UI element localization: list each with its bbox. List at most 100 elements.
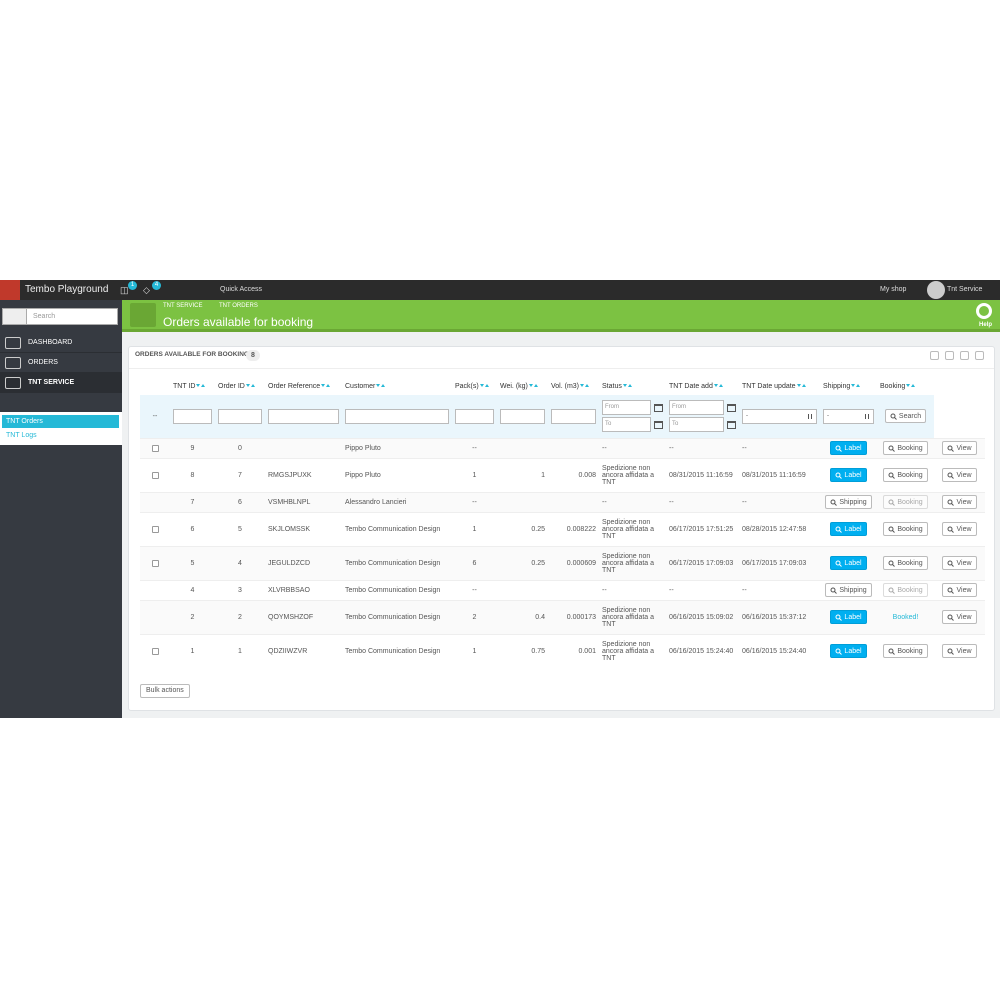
calendar-icon[interactable]	[727, 403, 736, 412]
date-input[interactable]: From	[602, 400, 651, 416]
sort-desc[interactable]	[376, 384, 381, 388]
sort-desc[interactable]	[713, 384, 718, 388]
row-checkbox[interactable]	[151, 559, 159, 567]
column-header[interactable]: TNT Date add	[666, 377, 739, 395]
filter-input[interactable]	[500, 408, 545, 424]
sort-asc[interactable]	[585, 384, 590, 388]
view-button[interactable]: View	[942, 556, 977, 570]
column-header[interactable]: Customer	[342, 377, 452, 395]
bulk-actions[interactable]: Bulk actions	[140, 684, 190, 698]
search-button[interactable]: Search	[884, 409, 927, 424]
column-header[interactable]: Wei. (kg)	[497, 377, 548, 395]
filter-input[interactable]	[551, 408, 596, 424]
row-checkbox[interactable]	[151, 525, 159, 533]
sort-desc[interactable]	[528, 384, 533, 388]
user-menu[interactable]: Tnt Service	[947, 286, 983, 293]
date-filter[interactable]: To	[669, 417, 736, 433]
view-button[interactable]: View	[942, 583, 977, 597]
sort-asc[interactable]	[381, 384, 386, 388]
shipping-button[interactable]: Label	[830, 468, 867, 482]
sidebar-search[interactable]: Search	[2, 308, 118, 325]
sort-asc[interactable]	[326, 384, 331, 388]
sort-asc[interactable]	[533, 384, 538, 388]
shipping-button[interactable]: Label	[830, 644, 867, 659]
filter-select[interactable]: -	[742, 408, 817, 424]
shop-name[interactable]: Tembo Playground	[25, 284, 109, 295]
sort-desc[interactable]	[580, 384, 585, 388]
sort-desc[interactable]	[479, 384, 484, 388]
date-filter[interactable]: From	[669, 400, 736, 416]
sort-desc[interactable]	[851, 384, 856, 388]
tool[interactable]	[945, 351, 954, 360]
quick-access[interactable]: Quick Access	[220, 286, 263, 293]
shipping-button[interactable]: Shipping	[825, 495, 872, 509]
sort-asc[interactable]	[484, 384, 489, 388]
sort-desc[interactable]	[622, 384, 627, 388]
column-header[interactable]: Order Reference	[265, 377, 342, 395]
calendar-icon[interactable]	[727, 420, 736, 429]
sort-asc[interactable]	[718, 384, 723, 388]
filter-select[interactable]: -	[823, 408, 874, 424]
shipping-button[interactable]: Label	[830, 441, 867, 455]
sort-asc[interactable]	[856, 384, 861, 388]
column-header[interactable]: TNT ID	[170, 377, 215, 395]
search-type[interactable]	[3, 309, 27, 324]
sort-asc[interactable]	[627, 384, 632, 388]
sort-asc[interactable]	[201, 384, 206, 388]
booking-button[interactable]: Booking	[883, 441, 928, 455]
view-button[interactable]: View	[942, 522, 977, 536]
filter-input[interactable]	[218, 408, 262, 424]
filter-input[interactable]	[455, 408, 494, 424]
row-checkbox[interactable]	[151, 444, 159, 452]
column-header[interactable]: Shipping	[820, 377, 877, 395]
column-header[interactable]: Vol. (m3)	[548, 377, 599, 395]
filter-input[interactable]	[173, 408, 212, 424]
tool[interactable]	[975, 351, 984, 360]
date-input[interactable]: To	[602, 417, 651, 433]
view-button[interactable]: View	[942, 468, 977, 482]
sort-desc[interactable]	[796, 384, 801, 388]
view-button[interactable]: View	[942, 495, 977, 509]
shipping-button[interactable]: Label	[830, 610, 867, 624]
menu-item[interactable]: TNT SERVICE	[0, 373, 122, 393]
help-label[interactable]: Help	[978, 322, 992, 328]
breadcrumb[interactable]: TNT ORDERS	[219, 303, 258, 309]
sort-asc[interactable]	[250, 384, 255, 388]
row-checkbox[interactable]	[151, 471, 159, 479]
date-input[interactable]: To	[669, 417, 724, 433]
date-input[interactable]: From	[669, 400, 724, 416]
submenu-item[interactable]: TNT Orders	[2, 415, 119, 428]
booking-button[interactable]: Booking	[883, 522, 928, 536]
sort-desc[interactable]	[245, 384, 250, 388]
view-button[interactable]: View	[942, 441, 977, 455]
booking-button[interactable]: Booking	[883, 468, 928, 482]
column-header[interactable]: Status	[599, 377, 666, 395]
sort-desc[interactable]	[906, 384, 911, 388]
shipping-button[interactable]: Label	[830, 556, 867, 570]
help-icon[interactable]	[976, 303, 992, 319]
sort-asc[interactable]	[801, 384, 806, 388]
booking-button[interactable]: Booking	[883, 556, 928, 570]
menu-item[interactable]: DASHBOARD	[0, 333, 122, 353]
column-header[interactable]: Pack(s)	[452, 377, 497, 395]
shipping-button[interactable]: Shipping	[825, 583, 872, 597]
breadcrumb[interactable]: TNT SERVICE	[163, 303, 203, 309]
calendar-icon[interactable]	[654, 403, 663, 412]
column-header[interactable]: Order ID	[215, 377, 265, 395]
row-checkbox[interactable]	[151, 647, 159, 655]
sort-asc[interactable]	[911, 384, 916, 388]
tool[interactable]	[960, 351, 969, 360]
date-filter[interactable]: From	[602, 400, 663, 416]
sort-desc[interactable]	[196, 384, 201, 388]
view-button[interactable]: View	[942, 610, 977, 624]
submenu-item[interactable]: TNT Logs	[6, 432, 37, 439]
column-header[interactable]: Booking	[877, 377, 934, 395]
filter-input[interactable]	[345, 408, 449, 424]
date-filter[interactable]: To	[602, 417, 663, 433]
view-button[interactable]: View	[942, 644, 977, 659]
menu-item[interactable]: ORDERS	[0, 353, 122, 373]
column-header[interactable]: TNT Date update	[739, 377, 820, 395]
booking-button[interactable]: Booking	[883, 644, 928, 659]
filter-input[interactable]	[268, 408, 339, 424]
calendar-icon[interactable]	[654, 420, 663, 429]
